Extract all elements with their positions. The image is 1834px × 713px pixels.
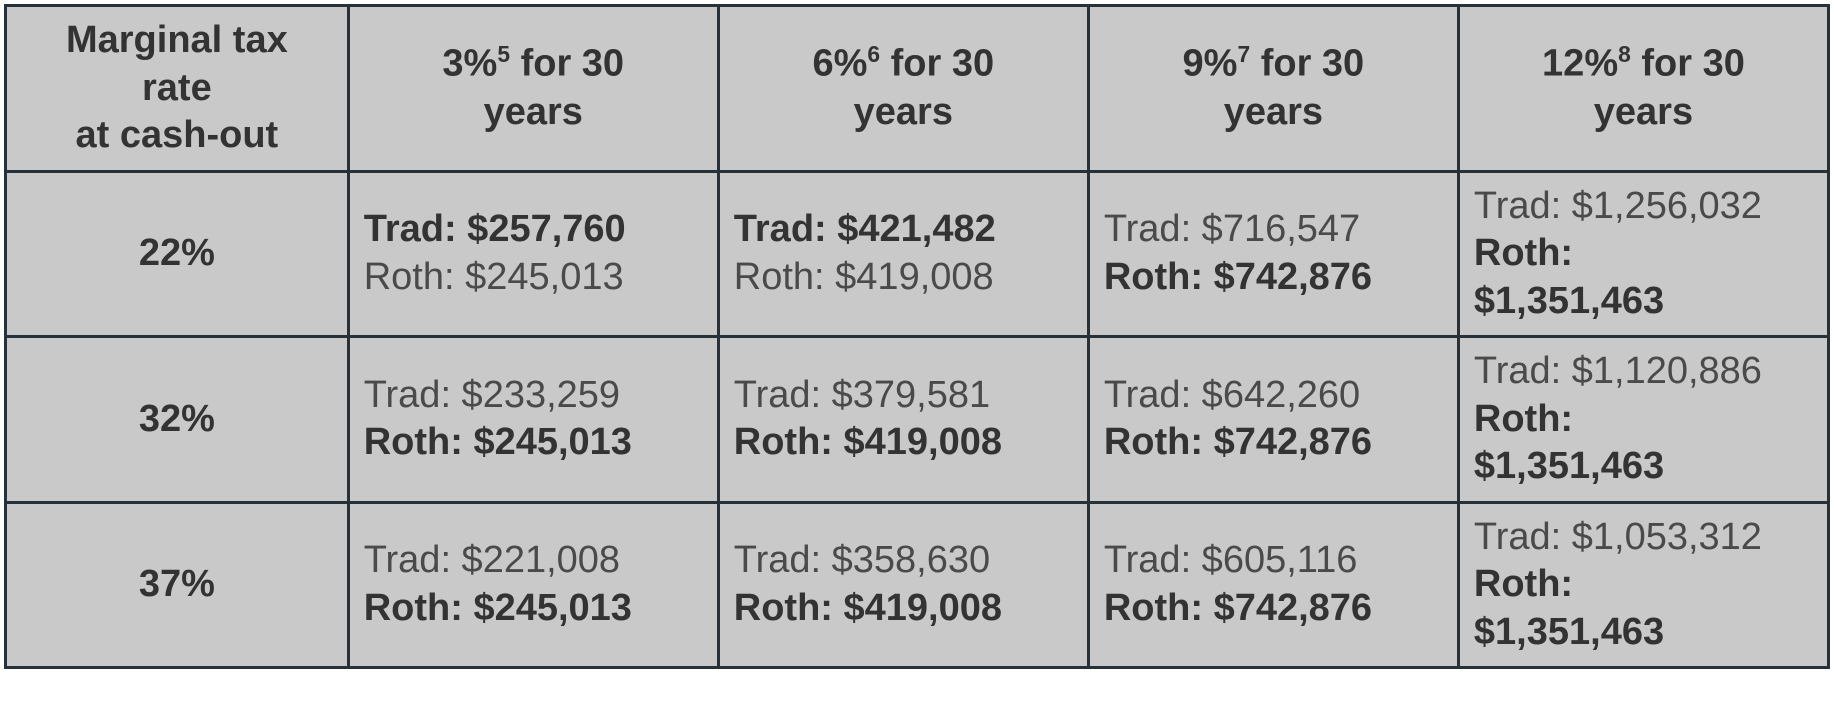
data-cell: Trad: $1,256,032 Roth: $1,351,463: [1458, 171, 1828, 337]
data-cell: Trad: $1,053,312 Roth: $1,351,463: [1458, 502, 1828, 668]
trad-value: Trad: $605,116: [1104, 539, 1358, 581]
roth-value: $1,351,463: [1474, 445, 1664, 487]
table-container: Marginal tax rate at cash-out 3%5 for 30…: [0, 0, 1834, 673]
table-row: 37% Trad: $221,008 Roth: $245,013 Trad: $35…: [6, 502, 1829, 668]
row-rate: 37%: [6, 502, 349, 668]
data-cell: Trad: $1,120,886 Roth: $1,351,463: [1458, 337, 1828, 503]
header-sup: 8: [1618, 41, 1631, 67]
roth-value: Roth: $419,008: [734, 587, 1002, 629]
trad-value: Trad: $421,482: [734, 208, 996, 250]
trad-value: Trad: $379,581: [734, 374, 990, 416]
header-rate-line2: rate: [142, 67, 212, 109]
header-suffix: for 30: [1250, 43, 1364, 85]
header-col-6pct: 6%6 for 30 years: [718, 6, 1088, 172]
trad-value: Trad: $642,260: [1104, 374, 1360, 416]
roth-value: $1,351,463: [1474, 280, 1664, 322]
table-row: 22% Trad: $257,760 Roth: $245,013 Trad: $42…: [6, 171, 1829, 337]
roth-value: Roth: $742,876: [1104, 587, 1372, 629]
header-percent: 12%: [1542, 43, 1618, 85]
header-sup: 6: [867, 41, 880, 67]
header-row: Marginal tax rate at cash-out 3%5 for 30…: [6, 6, 1829, 172]
roth-value: Roth: $245,013: [364, 256, 624, 298]
trad-value: Trad: $257,760: [364, 208, 626, 250]
header-percent: 6%: [812, 43, 867, 85]
table-body: 22% Trad: $257,760 Roth: $245,013 Trad: $42…: [6, 171, 1829, 668]
trad-value: Trad: $221,008: [364, 539, 620, 581]
header-line2: years: [1594, 91, 1693, 133]
trad-value: Trad: $233,259: [364, 374, 620, 416]
header-sup: 7: [1237, 41, 1250, 67]
data-cell: Trad: $358,630 Roth: $419,008: [718, 502, 1088, 668]
table-header: Marginal tax rate at cash-out 3%5 for 30…: [6, 6, 1829, 172]
trad-value: Trad: $358,630: [734, 539, 990, 581]
data-cell: Trad: $379,581 Roth: $419,008: [718, 337, 1088, 503]
data-cell: Trad: $421,482 Roth: $419,008: [718, 171, 1088, 337]
header-suffix: for 30: [880, 43, 994, 85]
trad-value: Trad: $1,256,032: [1474, 185, 1762, 227]
roth-label: Roth:: [1474, 398, 1573, 440]
row-rate: 32%: [6, 337, 349, 503]
header-percent: 3%: [442, 43, 497, 85]
data-cell: Trad: $233,259 Roth: $245,013: [348, 337, 718, 503]
data-cell: Trad: $605,116 Roth: $742,876: [1088, 502, 1458, 668]
table-row: 32% Trad: $233,259 Roth: $245,013 Trad: $37…: [6, 337, 1829, 503]
roth-value: Roth: $419,008: [734, 421, 1002, 463]
roth-value: $1,351,463: [1474, 611, 1664, 653]
header-sup: 5: [497, 41, 510, 67]
roth-value: Roth: $742,876: [1104, 256, 1372, 298]
roth-value: Roth: $742,876: [1104, 421, 1372, 463]
header-line2: years: [1224, 91, 1323, 133]
header-suffix: for 30: [510, 43, 624, 85]
trad-value: Trad: $716,547: [1104, 208, 1360, 250]
header-suffix: for 30: [1631, 43, 1745, 85]
header-percent: 9%: [1183, 43, 1238, 85]
row-rate: 22%: [6, 171, 349, 337]
header-rate-line3: at cash-out: [76, 114, 279, 156]
header-rate-line1: Marginal tax: [66, 19, 288, 61]
data-cell: Trad: $221,008 Roth: $245,013: [348, 502, 718, 668]
header-col-3pct: 3%5 for 30 years: [348, 6, 718, 172]
header-rate: Marginal tax rate at cash-out: [6, 6, 349, 172]
roth-value: Roth: $245,013: [364, 587, 632, 629]
header-col-12pct: 12%8 for 30 years: [1458, 6, 1828, 172]
data-cell: Trad: $642,260 Roth: $742,876: [1088, 337, 1458, 503]
data-cell: Trad: $716,547 Roth: $742,876: [1088, 171, 1458, 337]
roth-label: Roth:: [1474, 232, 1573, 274]
trad-value: Trad: $1,053,312: [1474, 516, 1762, 558]
comparison-table: Marginal tax rate at cash-out 3%5 for 30…: [4, 4, 1830, 669]
header-line2: years: [854, 91, 953, 133]
data-cell: Trad: $257,760 Roth: $245,013: [348, 171, 718, 337]
trad-value: Trad: $1,120,886: [1474, 350, 1762, 392]
roth-value: Roth: $245,013: [364, 421, 632, 463]
header-line2: years: [484, 91, 583, 133]
header-col-9pct: 9%7 for 30 years: [1088, 6, 1458, 172]
roth-value: Roth: $419,008: [734, 256, 994, 298]
roth-label: Roth:: [1474, 563, 1573, 605]
